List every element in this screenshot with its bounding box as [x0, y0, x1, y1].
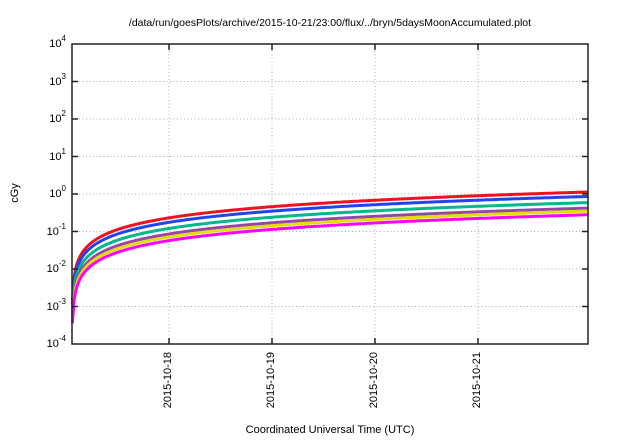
- dose-curve-6: [71, 213, 589, 324]
- x-tick-label: 2015-10-18: [162, 352, 174, 409]
- dose-curve-5: [71, 209, 589, 320]
- y-tick-label: 10-1: [46, 221, 66, 238]
- dose-curve-1: [71, 190, 589, 301]
- y-tick-label: 103: [49, 71, 66, 88]
- dose-curve-3: [71, 201, 589, 312]
- x-axis-title: Coordinated Universal Time (UTC): [245, 424, 415, 436]
- y-tick-label: 104: [49, 34, 66, 50]
- x-tick-label: 2015-10-19: [265, 352, 277, 409]
- y-tick-label: 10-4: [46, 334, 66, 350]
- y-tick-label: 10-2: [46, 259, 66, 275]
- y-tick-label: 10-3: [46, 296, 66, 313]
- plot-title: /data/run/goesPlots/archive/2015-10-21/2…: [128, 17, 532, 29]
- x-tick-label: 2015-10-20: [367, 352, 380, 409]
- x-tick-label: 2015-10-21: [470, 352, 483, 409]
- y-tick-label: 101: [49, 146, 66, 163]
- y-tick-label: 100: [49, 184, 66, 200]
- dose-curve-4: [71, 206, 589, 317]
- dose-curve-2: [71, 195, 589, 306]
- y-tick-label: 102: [49, 109, 66, 125]
- y-axis-title: cGy: [9, 183, 21, 203]
